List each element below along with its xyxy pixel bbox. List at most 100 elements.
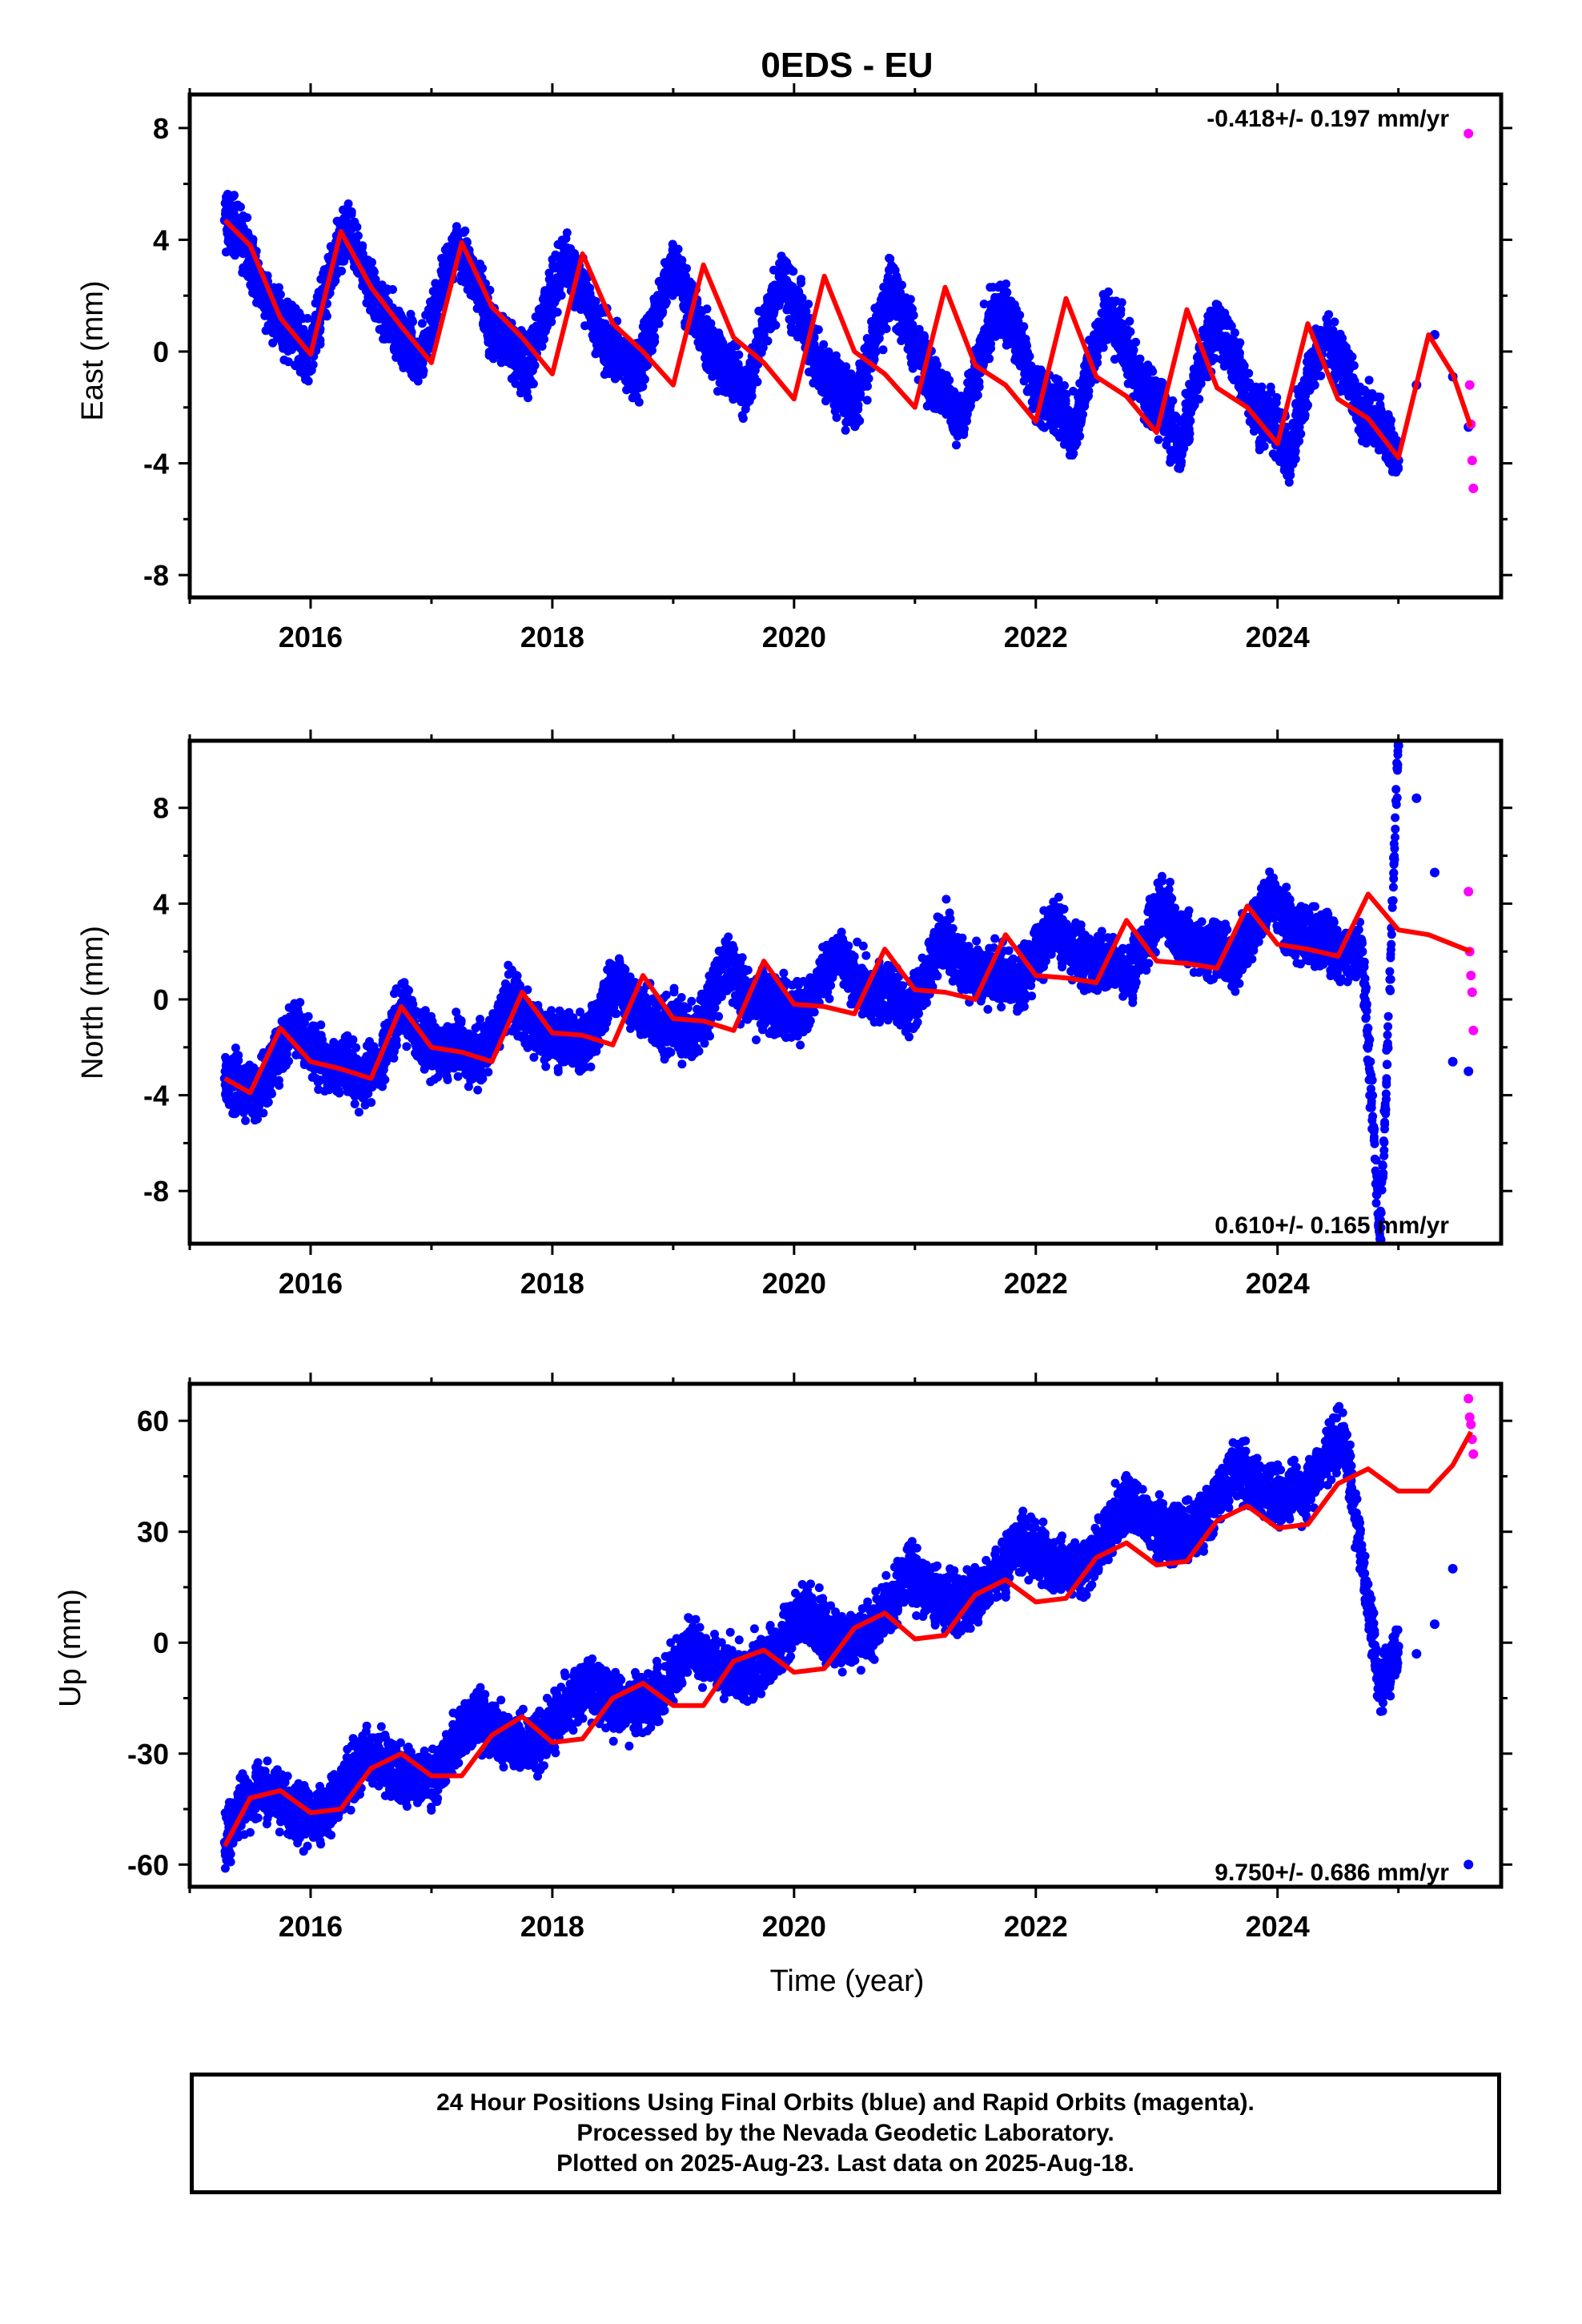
east-final-point [308, 360, 318, 369]
east-final-point [707, 336, 717, 346]
east-final-point [999, 287, 1009, 297]
east-final-point [696, 313, 705, 323]
east-final-point [1176, 436, 1186, 445]
east-final-point [564, 277, 573, 287]
east-final-point [568, 248, 578, 258]
east-final-point [279, 333, 288, 343]
east-final-point [588, 303, 597, 312]
east-final-point [1002, 279, 1011, 288]
east-final-point [713, 351, 722, 360]
east-final-point [488, 354, 498, 364]
east-final-point [743, 385, 753, 395]
east-final-point [289, 340, 299, 350]
east-final-point [886, 279, 896, 288]
east-final-point [1015, 342, 1025, 352]
east-final-point [843, 415, 853, 424]
east-final-point [707, 344, 716, 354]
east-final-point [832, 412, 841, 422]
east-final-point [509, 360, 519, 370]
east-final-point [971, 368, 981, 378]
east-final-point [274, 283, 283, 292]
east-final-point [301, 373, 311, 383]
east-final-point [669, 256, 679, 266]
east-final-point [869, 333, 878, 343]
east-final-point [984, 335, 994, 344]
east-final-point [958, 416, 968, 425]
east-final-point [986, 283, 995, 292]
east-final-point [544, 268, 554, 278]
east-final-point [948, 421, 958, 431]
east-final-point [424, 336, 434, 346]
east-final-point [642, 343, 652, 352]
east-final-point [1130, 374, 1139, 384]
east-final-point [921, 338, 930, 347]
east-final-point [619, 336, 628, 346]
east-final-point [293, 319, 303, 328]
east-final-point [1076, 408, 1086, 416]
east-final-point [761, 322, 771, 332]
east-final-point [896, 308, 905, 317]
east-final-point [291, 304, 300, 313]
east-final-point [971, 392, 981, 402]
east-final-point [813, 325, 823, 335]
east-final-point [1176, 451, 1186, 460]
east-final-point [399, 363, 408, 372]
east-final-point [1125, 316, 1134, 326]
east-final-point [905, 295, 915, 304]
east-final-point [253, 297, 263, 307]
east-final-point [897, 280, 906, 290]
east-final-point [234, 240, 243, 249]
east-final-point [996, 296, 1006, 306]
east-final-point [1104, 287, 1113, 296]
east-final-point [1149, 398, 1158, 408]
east-final-point [898, 299, 908, 308]
east-final-point [1122, 332, 1132, 341]
east-final-point [820, 376, 829, 385]
east-final-point [959, 430, 969, 440]
east-final-point [1126, 340, 1135, 350]
east-final-point [838, 362, 848, 372]
east-final-point [932, 384, 942, 394]
east-final-point [800, 307, 809, 316]
east-final-point [225, 232, 235, 242]
east-final-point [887, 310, 897, 320]
east-final-point [614, 361, 624, 371]
east-final-point [367, 296, 377, 305]
east-final-point [1166, 453, 1175, 463]
east-final-point [869, 344, 878, 354]
east-final-point [1074, 418, 1083, 428]
east-final-point [941, 382, 950, 391]
east-final-point [674, 263, 684, 273]
east-final-point [452, 228, 461, 238]
east-final-point [334, 256, 343, 266]
east-final-point [488, 340, 496, 349]
east-final-point [862, 396, 872, 405]
east-final-point [279, 344, 288, 353]
east-final-point [908, 320, 917, 330]
east-final-point [808, 368, 817, 377]
east-final-point [676, 279, 685, 289]
east-final-point [924, 392, 934, 401]
east-y-axis-label: East (mm) [76, 280, 110, 420]
east-final-point [1022, 341, 1031, 351]
east-final-point [747, 363, 757, 372]
east-final-point [1022, 387, 1032, 396]
east-final-point [397, 313, 407, 323]
east-final-point [1080, 389, 1090, 399]
east-final-point [965, 400, 974, 409]
east-final-point [804, 300, 813, 309]
east-final-point [632, 376, 642, 385]
east-final-point [823, 358, 833, 368]
east-final-point [489, 320, 499, 330]
east-final-point [761, 311, 770, 320]
east-final-point [1117, 298, 1126, 308]
east-final-point [655, 312, 665, 321]
east-final-point [402, 345, 412, 355]
east-final-point [729, 395, 738, 404]
east-final-point [841, 425, 850, 435]
east-final-point [437, 254, 447, 263]
east-final-point [859, 368, 869, 377]
east-final-point [1015, 311, 1025, 320]
east-final-point [1051, 419, 1061, 428]
